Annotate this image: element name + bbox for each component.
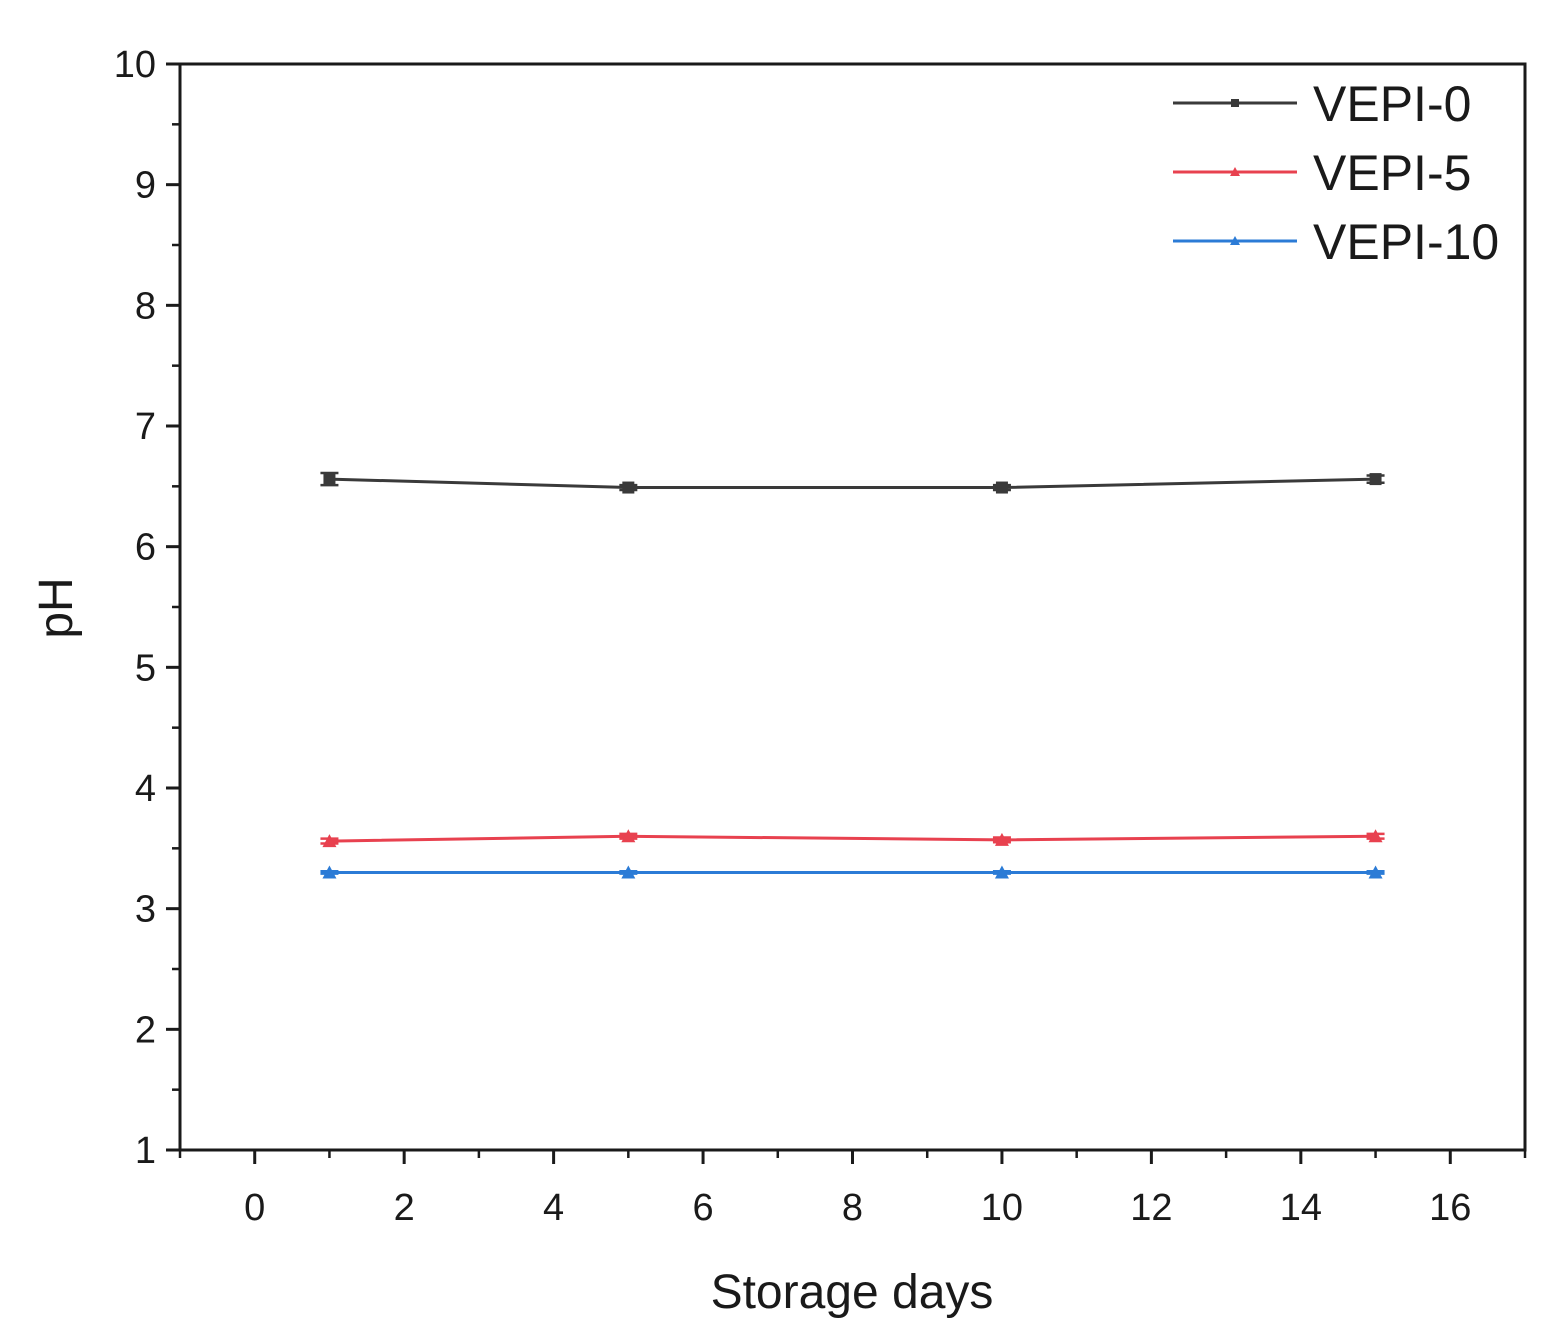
y-tick-label: 8 (135, 285, 156, 327)
y-tick-label: 4 (135, 768, 156, 810)
x-tick-label: 0 (244, 1187, 265, 1229)
series-line-vepi-5 (329, 834, 1376, 843)
y-axis: 1 2 3 4 5 6 7 8 9 10 (114, 44, 180, 1172)
y-tick-label: 10 (114, 44, 156, 86)
x-tick-label: 2 (394, 1187, 415, 1229)
series-line-vepi-0 (329, 477, 1376, 490)
x-tick-label: 8 (842, 1187, 863, 1229)
x-tick-label: 6 (692, 1187, 713, 1229)
series-vepi-5 (320, 829, 1385, 848)
series-vepi-10 (320, 865, 1385, 879)
legend-item-vepi-0: VEPI-0 (1173, 76, 1471, 132)
legend-item-vepi-5: VEPI-5 (1173, 145, 1471, 201)
data-point (1369, 473, 1382, 486)
data-point (622, 481, 635, 494)
series-layer (320, 471, 1385, 879)
x-tick-label: 14 (1280, 1187, 1322, 1229)
legend-marker (1231, 99, 1239, 107)
data-point (621, 829, 636, 843)
legend-marker (1230, 167, 1240, 176)
x-tick-label: 12 (1130, 1187, 1172, 1229)
legend-label: VEPI-5 (1313, 145, 1471, 201)
x-tick-label: 16 (1429, 1187, 1471, 1229)
data-point (994, 832, 1009, 846)
y-tick-label: 9 (135, 165, 156, 207)
y-tick-label: 3 (135, 889, 156, 931)
legend-label: VEPI-0 (1313, 76, 1471, 132)
data-point (995, 481, 1008, 494)
y-tick-label: 5 (135, 647, 156, 689)
x-tick-label: 10 (981, 1187, 1023, 1229)
legend: VEPI-0 VEPI-5 VEPI-10 (1173, 76, 1499, 270)
x-axis-title: Storage days (711, 1266, 994, 1319)
y-tick-label: 6 (135, 527, 156, 569)
data-point (322, 865, 337, 879)
x-axis: 0 2 4 6 8 10 12 14 16 (178, 1150, 1527, 1229)
series-vepi-0 (320, 471, 1385, 494)
data-point (1368, 829, 1383, 843)
legend-label: VEPI-10 (1313, 214, 1499, 270)
data-point (994, 865, 1009, 879)
legend-marker (1230, 236, 1240, 245)
y-tick-label: 2 (135, 1009, 156, 1051)
x-tick-label: 4 (543, 1187, 564, 1229)
data-point (323, 473, 336, 486)
data-point (621, 865, 636, 879)
y-axis-title: pH (30, 577, 83, 638)
data-point (1368, 865, 1383, 879)
y-tick-label: 1 (135, 1130, 156, 1172)
legend-item-vepi-10: VEPI-10 (1173, 214, 1499, 270)
data-point (322, 834, 337, 848)
y-tick-label: 7 (135, 406, 156, 448)
